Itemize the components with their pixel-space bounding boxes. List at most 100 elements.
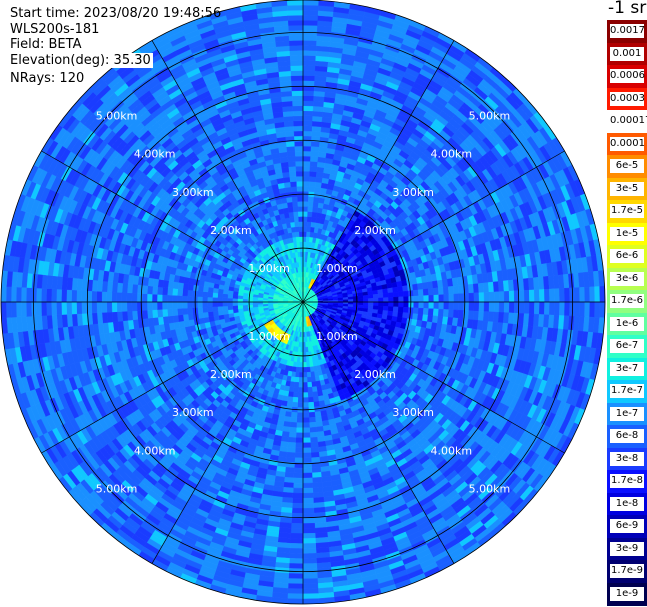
heatmap-cell — [302, 397, 309, 403]
heatmap-cell — [523, 301, 530, 315]
heatmap-cell — [302, 387, 308, 393]
heatmap-cell — [291, 517, 304, 524]
heatmap-cell — [437, 308, 444, 317]
heatmap-cell — [293, 472, 304, 479]
heatmap-cell — [549, 301, 555, 316]
heatmap-cell — [452, 309, 460, 319]
heatmap-cell — [290, 411, 298, 418]
heatmap-cell — [310, 441, 319, 449]
heatmap-cell — [347, 301, 354, 305]
heatmap-cell — [311, 471, 322, 479]
heatmap-cell — [302, 90, 315, 97]
heatmap-cell — [472, 310, 480, 321]
heatmap-cell — [291, 401, 298, 408]
heatmap-cell — [584, 301, 591, 318]
heatmap-cell — [302, 502, 315, 509]
heatmap-cell — [372, 289, 379, 295]
heatmap-cell — [286, 451, 296, 459]
heatmap-cell — [305, 356, 310, 363]
heatmap-cell — [306, 371, 312, 378]
heatmap-cell — [599, 301, 606, 319]
heatmap-cell — [418, 301, 425, 309]
heatmap-cell — [289, 548, 304, 554]
heatmap-cell — [457, 284, 465, 295]
heatmap-cell — [289, 558, 304, 564]
heatmap-cell — [508, 301, 515, 314]
heatmap-cell — [518, 290, 525, 303]
heatmap-cell — [292, 492, 304, 499]
heatmap-cell — [302, 578, 319, 585]
heatmap-cell — [290, 527, 304, 534]
heatmap-cell — [417, 289, 424, 297]
heatmap-cell — [302, 492, 314, 499]
heatmap-cell — [302, 221, 308, 227]
heatmap-cell — [302, 40, 317, 46]
heatmap-cell — [287, 396, 294, 403]
heatmap-cell — [584, 286, 591, 303]
heatmap-cell — [302, 442, 311, 449]
heatmap-cell — [289, 543, 304, 549]
heatmap-cell — [309, 436, 318, 443]
heatmap-cell — [302, 422, 310, 429]
heatmap-cell — [307, 396, 314, 403]
heatmap-cell — [309, 161, 318, 168]
heatmap-cell — [302, 4, 319, 11]
heatmap-cell — [472, 283, 480, 294]
heatmap-cell — [559, 288, 565, 303]
heatmap-cell — [287, 583, 304, 590]
heatmap-cell — [302, 65, 316, 72]
heatmap-cell — [433, 301, 440, 310]
heatmap-cell — [342, 299, 349, 303]
heatmap-cell — [310, 446, 320, 454]
heatmap-cell — [295, 437, 304, 444]
heatmap-cell — [284, 466, 295, 474]
heatmap-cell — [448, 301, 455, 311]
heatmap-cell — [288, 436, 297, 443]
heatmap-cell — [302, 487, 314, 494]
heatmap-cell — [302, 532, 316, 539]
heatmap-cell — [302, 553, 317, 559]
heatmap-cell — [286, 446, 296, 454]
heatmap-cell — [594, 286, 601, 303]
heatmap-cell — [302, 175, 310, 182]
heatmap-cell — [372, 305, 379, 311]
heatmap-cell — [402, 307, 409, 314]
heatmap-cell — [503, 290, 510, 303]
heatmap-cell — [382, 292, 389, 299]
heatmap-cell — [287, 441, 296, 449]
heatmap-cell — [422, 308, 429, 316]
heatmap-cell — [306, 366, 311, 373]
heatmap-cell — [302, 482, 313, 489]
heatmap-cell — [300, 346, 304, 353]
heatmap-cell — [392, 286, 399, 293]
heatmap-cell — [293, 381, 300, 388]
heatmap-cell — [397, 306, 404, 313]
heatmap-cell — [309, 171, 317, 178]
heatmap-cell — [285, 456, 296, 464]
heatmap-cell — [363, 298, 369, 303]
heatmap-cell — [302, 226, 308, 232]
heatmap-cell — [302, 573, 318, 580]
heatmap-cell — [533, 289, 540, 303]
heatmap-cell — [302, 120, 313, 127]
heatmap-cell — [294, 447, 304, 454]
heatmap-cell — [302, 236, 307, 242]
heatmap-cell — [310, 376, 316, 383]
heatmap-cell — [293, 482, 304, 489]
heatmap-cell — [292, 391, 299, 398]
heatmap-cell — [292, 487, 304, 494]
heatmap-cell — [302, 80, 315, 87]
heatmap-cell — [448, 293, 455, 303]
heatmap-cell — [302, 216, 308, 222]
heatmap-cell — [308, 181, 316, 188]
heatmap-cell — [589, 286, 596, 303]
heatmap-cell — [302, 125, 313, 132]
heatmap-cell — [458, 301, 465, 311]
heatmap-cell — [544, 301, 550, 316]
heatmap-cell — [554, 301, 560, 316]
heatmap-cell — [302, 522, 316, 529]
heatmap-cell — [302, 497, 314, 504]
heatmap-cell — [302, 14, 319, 21]
heatmap-cell — [306, 381, 313, 388]
heatmap-cell — [574, 301, 581, 317]
